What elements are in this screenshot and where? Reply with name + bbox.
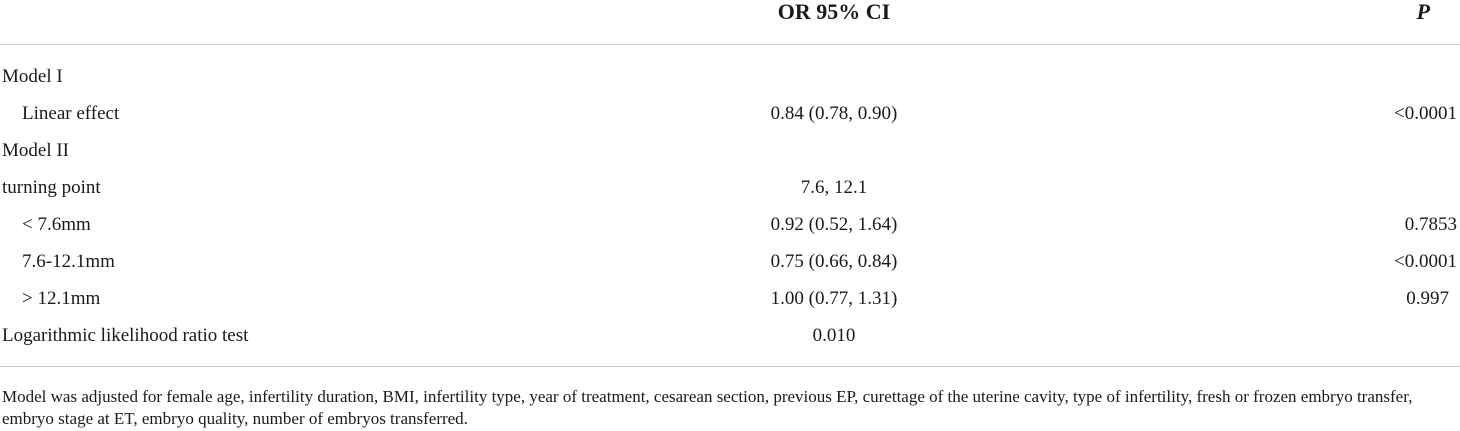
row-p-value: <0.0001 <box>1394 251 1457 272</box>
row-or-value: 7.6, 12.1 <box>800 177 868 198</box>
row-label: Model II <box>2 140 70 161</box>
row-or-value: 0.92 (0.52, 1.64) <box>770 214 898 235</box>
row-label: > 12.1mm <box>22 288 101 309</box>
table-header: OR 95% CI P <box>0 0 1460 44</box>
row-label: turning point <box>2 177 101 198</box>
table-row: < 7.6mm 0.92 (0.52, 1.64) 0.7853 <box>0 214 1460 251</box>
row-label: Linear effect <box>22 103 120 124</box>
table-row: Model II <box>0 140 1460 177</box>
table-row: > 12.1mm 1.00 (0.77, 1.31) 0.997 <box>0 288 1460 325</box>
row-label: Logarithmic likelihood ratio test <box>2 325 249 346</box>
row-or-value: 0.84 (0.78, 0.90) <box>770 103 898 124</box>
footer-divider <box>0 366 1460 367</box>
row-p-value: <0.0001 <box>1394 103 1457 124</box>
row-label: 7.6-12.1mm <box>22 251 115 272</box>
table-row: turning point 7.6, 12.1 <box>0 177 1460 214</box>
row-label: < 7.6mm <box>22 214 91 235</box>
row-or-value: 0.010 <box>812 325 856 346</box>
header-p-value: P <box>1416 0 1430 24</box>
row-or-value: 0.75 (0.66, 0.84) <box>770 251 898 272</box>
table-row: 7.6-12.1mm 0.75 (0.66, 0.84) <0.0001 <box>0 251 1460 288</box>
row-p-value: 0.997 <box>1406 288 1449 309</box>
row-or-value: 1.00 (0.77, 1.31) <box>770 288 898 309</box>
header-divider <box>0 44 1460 45</box>
table-row: Model I <box>0 66 1460 103</box>
header-or-95-ci: OR 95% CI <box>777 0 891 24</box>
row-label: Model I <box>2 66 63 87</box>
table-row: Logarithmic likelihood ratio test 0.010 <box>0 325 1460 362</box>
table-row: Linear effect 0.84 (0.78, 0.90) <0.0001 <box>0 103 1460 140</box>
row-p-value: 0.7853 <box>1404 214 1457 235</box>
table-footnote: Model was adjusted for female age, infer… <box>2 387 1413 428</box>
